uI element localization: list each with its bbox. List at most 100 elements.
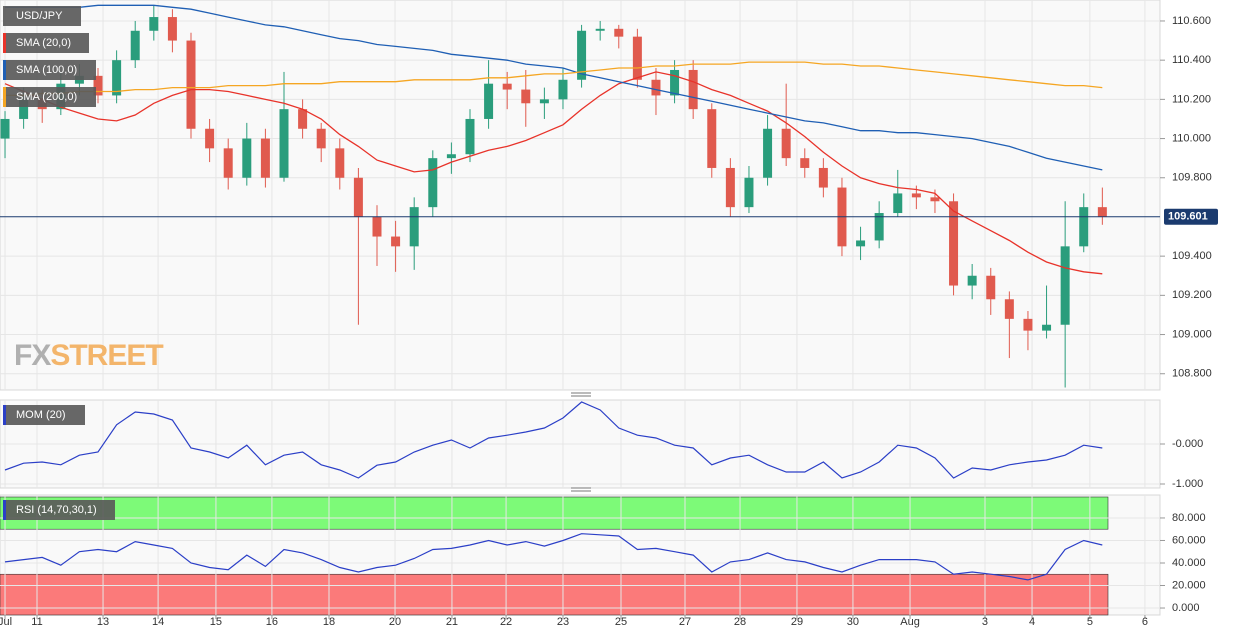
- indicator-line: [4, 401, 1103, 479]
- y-tick-label: 110.000: [1172, 132, 1211, 144]
- legend-label: MOM (20): [16, 409, 66, 421]
- legend-label: SMA (200,0): [16, 91, 77, 103]
- y-tick-label: 110.600: [1172, 15, 1211, 27]
- overbought-zone: [0, 496, 1109, 530]
- indicator-line: [4, 533, 1103, 581]
- legend-label: USD/JPY: [16, 10, 63, 22]
- y-tick-label: 80.000: [1172, 512, 1206, 524]
- legend-box: [3, 6, 81, 26]
- legend-box: [3, 405, 85, 425]
- candle-body: [949, 201, 959, 286]
- x-tick-label: 3: [982, 616, 988, 628]
- candle-body: [409, 207, 419, 247]
- legend-label: SMA (20,0): [16, 37, 71, 49]
- legend-box: [3, 60, 96, 80]
- candle-body: [484, 83, 494, 119]
- candle-body: [707, 109, 717, 168]
- candle-body: [577, 30, 587, 80]
- legend-swatch: [3, 33, 6, 53]
- sma-line: [4, 71, 1103, 275]
- legend-box: [3, 87, 96, 107]
- candle-body: [800, 158, 810, 168]
- x-tick-label: 28: [734, 616, 746, 628]
- candle-body: [1042, 324, 1052, 331]
- y-tick-label: 110.200: [1172, 93, 1211, 105]
- chart-layer: 110.600110.400110.200110.000109.800109.4…: [0, 0, 1218, 628]
- candle-body: [428, 158, 438, 208]
- candle-body: [1079, 207, 1089, 247]
- y-tick-label: -0.000: [1172, 438, 1203, 450]
- panel-handle[interactable]: [571, 392, 591, 397]
- y-tick-label: 60.000: [1172, 534, 1206, 546]
- x-tick-label: 4: [1029, 616, 1035, 628]
- candle-body: [595, 28, 605, 31]
- y-tick-label: 110.400: [1172, 54, 1211, 66]
- candle-body: [967, 275, 977, 286]
- candle-body: [632, 36, 642, 80]
- candle-body: [391, 236, 401, 247]
- last-price-box: [1164, 208, 1218, 225]
- last-price-label: 109.601: [1168, 211, 1208, 223]
- x-tick-label: 22: [500, 616, 512, 628]
- candle-body: [167, 17, 177, 41]
- x-tick-label: 14: [152, 616, 164, 628]
- legend-swatch: [3, 87, 6, 107]
- candle-body: [242, 138, 252, 178]
- candle-body: [614, 28, 624, 37]
- x-tick-label: 30: [847, 616, 859, 628]
- candle-body: [856, 240, 866, 247]
- oversold-zone: [0, 573, 1109, 616]
- legend-swatch: [3, 500, 6, 520]
- candle-body: [130, 30, 140, 61]
- candle-body: [1097, 207, 1107, 217]
- candle-body: [260, 138, 270, 178]
- candle-body: [763, 128, 773, 178]
- candle-body: [521, 89, 531, 104]
- candle-body: [670, 69, 680, 96]
- x-tick-label: 6: [1142, 616, 1148, 628]
- x-tick-label: 18: [323, 616, 335, 628]
- candle-body: [744, 177, 754, 208]
- x-tick-label: 25: [615, 616, 627, 628]
- x-tick-label: 29: [791, 616, 803, 628]
- legend-swatch: [3, 60, 6, 80]
- x-tick-label: Aug: [900, 616, 920, 628]
- candle-body: [112, 60, 122, 96]
- y-tick-label: 109.000: [1172, 328, 1212, 340]
- legend-label: SMA (100,0): [16, 64, 77, 76]
- y-tick-label: 40.000: [1172, 557, 1206, 569]
- candle-body: [223, 148, 233, 178]
- candle-body: [1060, 246, 1070, 325]
- y-tick-label: 108.800: [1172, 368, 1212, 380]
- y-tick-label: 20.000: [1172, 579, 1206, 591]
- candle-body: [539, 99, 549, 104]
- x-tick-label: 13: [97, 616, 109, 628]
- candle-body: [186, 40, 196, 129]
- x-tick-label: 16: [266, 616, 278, 628]
- candle-body: [353, 177, 363, 217]
- candle-body: [818, 167, 828, 188]
- candle-body: [781, 128, 791, 159]
- candle-body: [558, 79, 568, 100]
- candle-body: [316, 128, 326, 149]
- candle-body: [279, 109, 289, 178]
- candle-body: [893, 193, 903, 214]
- candle-body: [93, 75, 103, 96]
- x-tick-label: 15: [210, 616, 222, 628]
- y-tick-label: 109.200: [1172, 289, 1212, 301]
- legend-label: RSI (14,70,30,1): [16, 504, 97, 516]
- x-tick-label: 11: [31, 616, 42, 628]
- sma-line: [5, 61, 1103, 97]
- x-tick-label: 5: [1087, 616, 1093, 628]
- candle-body: [465, 118, 475, 155]
- x-tick-label: 21: [446, 616, 458, 628]
- candle-body: [149, 17, 159, 31]
- panel-handle[interactable]: [571, 487, 591, 492]
- x-tick-label: Jul: [0, 616, 12, 628]
- x-tick-label: 20: [389, 616, 401, 628]
- candle-body: [911, 193, 921, 198]
- candle-body: [205, 128, 215, 149]
- sma-line: [5, 4, 1103, 171]
